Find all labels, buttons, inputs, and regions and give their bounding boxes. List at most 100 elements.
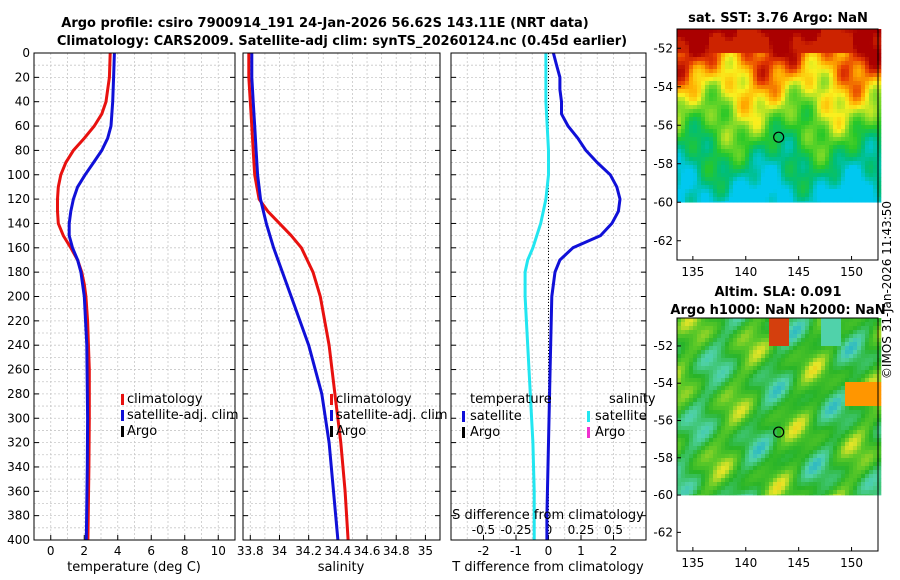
p-sst-cell <box>745 181 750 186</box>
p-sst-cell <box>813 113 818 118</box>
p-sla-cell <box>685 398 690 403</box>
p-sst-cell <box>813 53 818 58</box>
p-sla-cell <box>717 474 722 479</box>
p-sla-cell <box>821 458 826 463</box>
p-sst-cell <box>725 121 730 126</box>
p-sst-cell <box>841 201 846 203</box>
p-sst-cell <box>717 133 722 138</box>
p-sst-cell <box>729 89 734 94</box>
p-sst-cell <box>777 165 782 170</box>
p-sla-cell <box>785 338 790 343</box>
p-sla-cell <box>765 466 770 471</box>
p-sla-cell <box>829 362 834 367</box>
p-sst-cell <box>845 89 850 94</box>
p-sla-cell <box>853 426 858 431</box>
p-sst-cell <box>877 137 882 142</box>
p-sst-cell <box>761 97 766 102</box>
p-sla-cell <box>777 326 782 331</box>
p-sla-cell <box>877 402 882 407</box>
p-sst-cell <box>733 101 738 106</box>
p-sla-cell <box>829 462 834 467</box>
p-sla-cell <box>737 366 742 371</box>
p-sla-cell <box>849 470 854 475</box>
p-sst-cell <box>753 29 758 34</box>
p-sst-cell <box>677 49 682 54</box>
p-sst-cell <box>685 177 690 182</box>
p-sst-cell <box>753 129 758 134</box>
p-sla-cell <box>717 406 722 411</box>
depth-tick-label: 0 <box>22 46 30 60</box>
p-sla-cell <box>761 362 766 367</box>
p-sla-cell <box>757 402 762 407</box>
p-sla-cell <box>805 338 810 343</box>
p-sst-cell <box>817 173 822 178</box>
p-sst-cell <box>809 33 814 38</box>
p-sla-cell <box>721 358 726 363</box>
p-sla-cell <box>805 378 810 383</box>
p-sst-cell <box>761 173 766 178</box>
p-sla-cell <box>797 322 802 327</box>
p-sla-cell <box>857 466 862 471</box>
p-sla-cell <box>697 474 702 479</box>
p-sla-cell <box>865 450 870 455</box>
p-sla-cell <box>853 458 858 463</box>
p-sst-field <box>677 29 882 203</box>
p-sla-cell <box>681 370 686 375</box>
p-sst-cell <box>689 77 694 82</box>
p-sla-cell <box>713 410 718 415</box>
p-sst-cell <box>757 129 762 134</box>
p-sst-cell <box>833 173 838 178</box>
p-sst-cell <box>737 165 742 170</box>
p-sst-cell <box>793 157 798 162</box>
p-sla-cell <box>697 318 702 323</box>
p-sst-cell <box>813 145 818 150</box>
p-sla-cell <box>681 398 686 403</box>
p-sla-cell <box>861 350 866 355</box>
p-sst-cell <box>765 105 770 110</box>
p-sla-cell <box>805 458 810 463</box>
p-sla-cell <box>861 418 866 423</box>
p-sst-cell <box>753 33 758 38</box>
p-sla-cell <box>769 458 774 463</box>
p-sst-cell <box>817 189 822 194</box>
p-sla-cell <box>757 414 762 419</box>
p-sst-cell <box>849 149 854 154</box>
p-sla-cell <box>781 466 786 471</box>
p-sst-cell <box>777 181 782 186</box>
p-sst-cell <box>841 117 846 122</box>
p-sst-cell <box>729 61 734 66</box>
p-sla-cell <box>845 434 850 439</box>
p-sla-cell <box>729 338 734 343</box>
p-sla-cell <box>877 394 882 399</box>
p-sst-cell <box>737 177 742 182</box>
p-sla-cell <box>857 398 862 403</box>
p-sst-cell <box>785 149 790 154</box>
p-sla-cell <box>765 426 770 431</box>
p-sst-cell <box>741 73 746 78</box>
p-sla-cell <box>861 370 866 375</box>
p-sst-cell <box>733 53 738 58</box>
p-sst-cell <box>777 197 782 202</box>
p-sst-cell <box>837 169 842 174</box>
p-sla-cell <box>701 446 706 451</box>
p-sla-cell <box>741 462 746 467</box>
p-sst-cell <box>837 89 842 94</box>
p-sst-cell <box>725 169 730 174</box>
p-sla-cell <box>745 350 750 355</box>
p-sla-cell <box>781 394 786 399</box>
p-sla-cell <box>713 326 718 331</box>
p-sla-cell <box>817 434 822 439</box>
p-sst-cell <box>709 145 714 150</box>
p-sst-cell <box>741 97 746 102</box>
p-sst-cell <box>869 69 874 74</box>
p-sst-cell <box>741 45 746 50</box>
p-sla-cell <box>777 402 782 407</box>
p-sst-cell <box>745 145 750 150</box>
p-sla-cell <box>829 322 834 327</box>
p-sst-cell <box>741 189 746 194</box>
p-sst-cell <box>837 77 842 82</box>
p-sla-cell <box>857 434 862 439</box>
p-sst-cell <box>685 169 690 174</box>
p-sla-cell <box>873 470 878 475</box>
p-sst-cell <box>877 57 882 62</box>
